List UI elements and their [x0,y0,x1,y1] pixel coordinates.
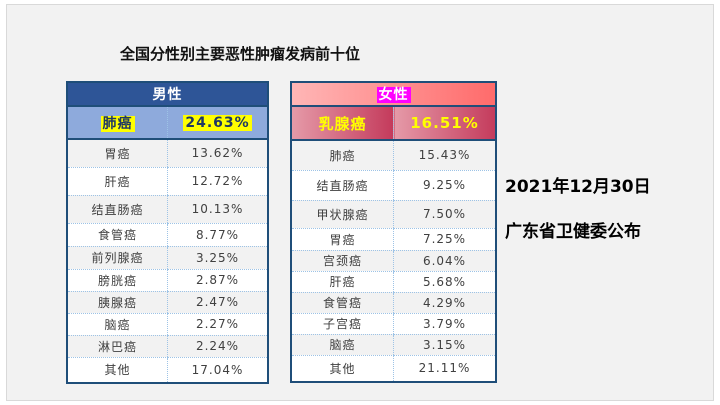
cancer-name-cell: 淋巴癌 [67,335,168,358]
rate-cell: 7.25% [393,228,496,251]
rate-cell: 6.04% [393,250,496,272]
rate-cell: 17.04% [167,357,268,384]
cancer-name-cell: 肝癌 [67,167,168,196]
rate-cell: 12.72% [167,167,268,196]
table-row: 食管癌 4.29% [291,292,496,314]
rate-cell: 2.47% [167,291,268,314]
cancer-name-cell: 宫颈癌 [291,250,394,272]
rate-cell: 15.43% [393,140,496,171]
date-text: 2021年12月30日 [505,177,651,197]
table-row: 甲状腺癌 7.50% [291,200,496,229]
rate-cell: 2.87% [167,269,268,292]
female-top-value: 16.51% [393,106,496,141]
cancer-name-cell: 结直肠癌 [291,170,394,201]
cancer-name-cell: 其他 [291,355,394,383]
page-title: 全国分性别主要恶性肿瘤发病前十位 [120,45,361,63]
male-table: 男性 肺癌 24.63% 胃癌 13.62% 肝癌 12.72% 结直肠癌 10.13% 食管… [66,81,269,384]
table-row: 胃癌 7.25% [291,228,496,251]
female-header: 女性 [291,82,496,107]
male-top-name: 肺癌 [100,115,135,132]
cancer-name-cell: 脑癌 [67,313,168,336]
cancer-name-cell: 肝癌 [291,271,394,293]
cancer-name-cell: 胃癌 [67,139,168,168]
cancer-name-cell: 食管癌 [67,223,168,247]
cancer-name-cell: 膀胱癌 [67,269,168,292]
table-row: 胰腺癌 2.47% [67,291,268,314]
table-row: 淋巴癌 2.24% [67,335,268,358]
cancer-name-cell: 其他 [67,357,168,384]
cancer-name-cell: 胰腺癌 [67,291,168,314]
table-row: 子宫癌 3.79% [291,313,496,335]
table-row: 肝癌 5.68% [291,271,496,293]
rate-cell: 5.68% [393,271,496,293]
rate-cell: 10.13% [167,195,268,224]
rate-cell: 7.50% [393,200,496,229]
table-row: 宫颈癌 6.04% [291,250,496,272]
table-row: 前列腺癌 3.25% [67,246,268,270]
rate-cell: 13.62% [167,139,268,168]
rate-cell: 3.15% [393,334,496,356]
table-row: 肝癌 12.72% [67,167,268,196]
table-row: 结直肠癌 10.13% [67,195,268,224]
male-top-value: 24.63% [183,114,252,131]
table-row: 肺癌 15.43% [291,140,496,171]
cancer-name-cell: 食管癌 [291,292,394,314]
rate-cell: 2.27% [167,313,268,336]
male-header: 男性 [67,82,268,107]
table-row: 食管癌 8.77% [67,223,268,247]
cancer-name-cell: 前列腺癌 [67,246,168,270]
female-table: 女性 乳腺癌 16.51% 肺癌 15.43% 结直肠癌 9.25% 甲状腺癌 7.50% 胃… [290,81,497,383]
cancer-name-cell: 结直肠癌 [67,195,168,224]
table-row: 其他 21.11% [291,355,496,383]
rate-cell: 2.24% [167,335,268,358]
cancer-name-cell: 子宫癌 [291,313,394,335]
table-row: 胃癌 13.62% [67,139,268,168]
rate-cell: 21.11% [393,355,496,383]
cancer-name-cell: 脑癌 [291,334,394,356]
table-row: 脑癌 3.15% [291,334,496,356]
table-row: 脑癌 2.27% [67,313,268,336]
cancer-name-cell: 肺癌 [291,140,394,171]
source-text: 广东省卫健委公布 [505,222,641,242]
table-row: 其他 17.04% [67,357,268,384]
table-row: 结直肠癌 9.25% [291,170,496,201]
rate-cell: 3.25% [167,246,268,270]
rate-cell: 4.29% [393,292,496,314]
rate-cell: 3.79% [393,313,496,335]
rate-cell: 9.25% [393,170,496,201]
female-top-name: 乳腺癌 [291,106,394,141]
table-row: 膀胱癌 2.87% [67,269,268,292]
rate-cell: 8.77% [167,223,268,247]
cancer-name-cell: 甲状腺癌 [291,200,394,229]
cancer-name-cell: 胃癌 [291,228,394,251]
